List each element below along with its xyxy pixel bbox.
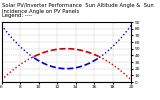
- Text: Solar PV/Inverter Performance  Sun Altitude Angle &  Sun Incidence Angle on PV P: Solar PV/Inverter Performance Sun Altitu…: [2, 3, 153, 14]
- Text: Legend: ----: Legend: ----: [2, 13, 32, 18]
